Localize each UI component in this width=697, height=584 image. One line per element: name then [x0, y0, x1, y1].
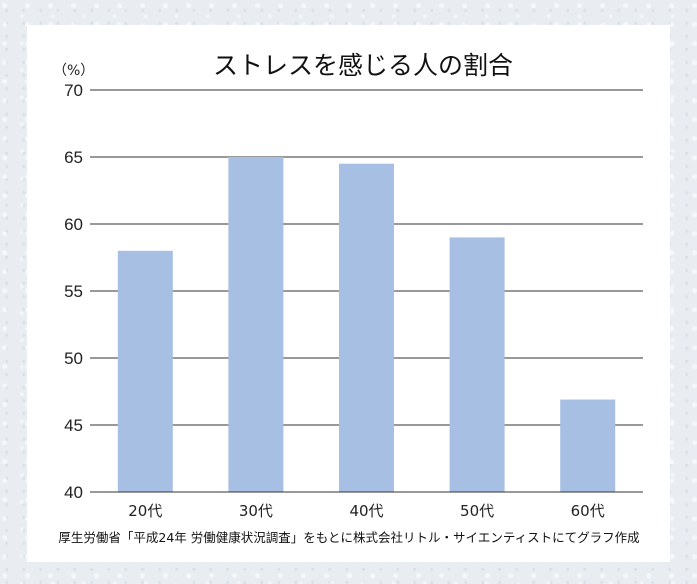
bar-30代	[228, 157, 284, 492]
bar-60代	[560, 399, 616, 492]
bar-40代	[339, 163, 394, 492]
y-axis-ticks: 40 45 50 55 60 65 70	[64, 81, 83, 502]
chart-panel: ストレスを感じる人の割合 （%） 40 45 50 55 60 65 70 20代 30代 40…	[27, 25, 670, 562]
x-tick-label: 60代	[571, 502, 605, 520]
y-tick-label: 50	[64, 349, 83, 368]
chart-title: ストレスを感じる人の割合	[213, 51, 513, 80]
y-tick-label: 55	[64, 282, 83, 301]
y-tick-label: 60	[64, 215, 83, 234]
x-tick-label: 40代	[349, 502, 383, 520]
x-tick-label: 50代	[460, 502, 494, 520]
x-tick-label: 30代	[239, 502, 273, 520]
x-tick-label: 20代	[128, 502, 162, 520]
bar-50代	[449, 237, 505, 492]
y-tick-label: 40	[64, 483, 83, 502]
y-axis-unit-label: （%）	[53, 63, 94, 79]
bars	[90, 157, 643, 493]
bar-20代	[117, 250, 173, 492]
y-tick-label: 45	[64, 416, 83, 435]
y-tick-label: 65	[64, 148, 83, 167]
x-axis-ticks: 20代 30代 40代 50代 60代	[128, 502, 604, 520]
source-note: 厚生労働省「平成24年 労働健康状況調査」をもとに株式会社リトル・サイエンティス…	[58, 530, 639, 545]
bar-chart: ストレスを感じる人の割合 （%） 40 45 50 55 60 65 70 20代 30代 40…	[53, 51, 643, 545]
y-tick-label: 70	[64, 81, 83, 100]
